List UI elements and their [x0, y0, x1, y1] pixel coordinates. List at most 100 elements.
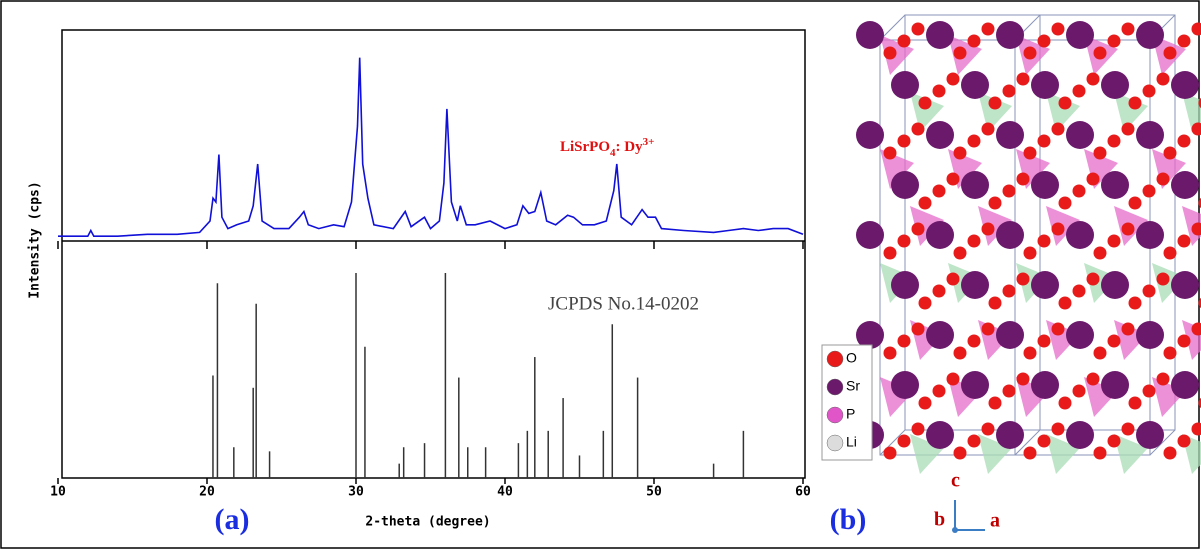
o-atom	[883, 246, 897, 260]
plot-frame	[61, 29, 806, 479]
o-atom	[946, 172, 960, 186]
sr-atom	[1066, 121, 1094, 149]
sr-atom	[1171, 371, 1199, 399]
li-tetrahedron	[1046, 92, 1080, 132]
o-atom	[1107, 134, 1121, 148]
o-atom	[946, 372, 960, 386]
o-atom	[1142, 84, 1156, 98]
o-atom	[1121, 22, 1135, 36]
sr-atom	[891, 271, 919, 299]
o-atom	[1191, 22, 1201, 36]
crystal-structure	[856, 14, 1201, 474]
o-atom	[1002, 84, 1016, 98]
o-atom	[1072, 84, 1086, 98]
annotation-part: 3+	[643, 136, 655, 148]
o-atom	[911, 22, 925, 36]
o-atom	[897, 334, 911, 348]
o-atom	[1142, 184, 1156, 198]
o-atom	[1051, 122, 1065, 136]
li-tetrahedron	[1046, 434, 1080, 474]
o-atom	[1191, 122, 1201, 136]
sr-atom	[891, 71, 919, 99]
o-atom	[1107, 34, 1121, 48]
sr-atom	[1066, 321, 1094, 349]
o-atom	[1023, 146, 1037, 160]
o-atom	[918, 96, 932, 110]
o-atom	[953, 146, 967, 160]
o-atom	[946, 272, 960, 286]
sr-atom	[961, 71, 989, 99]
o-atom	[988, 396, 1002, 410]
o-atom	[1058, 396, 1072, 410]
o-atom	[1156, 172, 1170, 186]
o-atom	[1191, 222, 1201, 236]
o-atom	[946, 72, 960, 86]
o-atom	[1128, 396, 1142, 410]
x-tick-label: 60	[795, 485, 811, 500]
sr-atom	[856, 21, 884, 49]
o-atom	[1093, 46, 1107, 60]
o-atom	[1037, 334, 1051, 348]
p-tetrahedron	[880, 35, 914, 75]
p-tetrahedron	[1182, 206, 1201, 246]
o-atom	[932, 84, 946, 98]
o-atom	[918, 196, 932, 210]
o-atom	[1128, 296, 1142, 310]
o-atom	[1086, 172, 1100, 186]
o-atom	[1107, 234, 1121, 248]
p-tetrahedron	[948, 377, 982, 417]
o-atom	[1156, 72, 1170, 86]
panel-label: (b)	[830, 503, 867, 536]
li-tetrahedron	[978, 434, 1012, 474]
sr-atom	[891, 371, 919, 399]
sr-atom	[1066, 421, 1094, 449]
sr-atom	[1101, 371, 1129, 399]
o-atom	[1051, 22, 1065, 36]
li-tetrahedron	[910, 434, 944, 474]
o-atom	[1016, 72, 1030, 86]
axis-origin	[952, 527, 958, 533]
legend-label: P	[846, 406, 855, 422]
sr-atom	[961, 271, 989, 299]
o-atom	[1107, 434, 1121, 448]
annotation: JCPDS No.14-0202	[548, 293, 699, 314]
p-tetrahedron	[1016, 377, 1050, 417]
o-atom	[1142, 284, 1156, 298]
o-atom	[988, 296, 1002, 310]
sr-atom	[926, 221, 954, 249]
sr-atom	[961, 371, 989, 399]
o-atom	[1023, 46, 1037, 60]
o-atom	[981, 422, 995, 436]
o-atom	[1198, 97, 1201, 109]
sr-atom	[1136, 421, 1164, 449]
o-atom	[918, 296, 932, 310]
o-atom	[1072, 384, 1086, 398]
o-atom	[1002, 184, 1016, 198]
p-tetrahedron	[978, 206, 1012, 246]
p-tetrahedron	[1084, 377, 1118, 417]
li-tetrahedron	[1114, 434, 1148, 474]
legend-marker	[826, 378, 844, 396]
x-tick-label: 50	[646, 485, 662, 500]
o-atom	[1072, 184, 1086, 198]
x-tick-label: 30	[348, 485, 364, 500]
unit-cell-edge	[1014, 429, 1041, 456]
o-atom	[911, 222, 925, 236]
o-atom	[883, 346, 897, 360]
o-atom	[953, 346, 967, 360]
sr-atom	[1031, 271, 1059, 299]
o-atom	[1163, 246, 1177, 260]
o-atom	[1023, 346, 1037, 360]
o-atom	[981, 22, 995, 36]
sr-atom	[1171, 71, 1199, 99]
o-atom	[1121, 422, 1135, 436]
sr-atom	[996, 321, 1024, 349]
o-atom	[1016, 172, 1030, 186]
p-tetrahedron	[880, 377, 914, 417]
sr-atom	[1101, 271, 1129, 299]
sr-atom	[1031, 71, 1059, 99]
xrd-line	[58, 57, 804, 237]
o-atom	[1128, 196, 1142, 210]
sr-atom	[1031, 171, 1059, 199]
o-atom	[981, 122, 995, 136]
